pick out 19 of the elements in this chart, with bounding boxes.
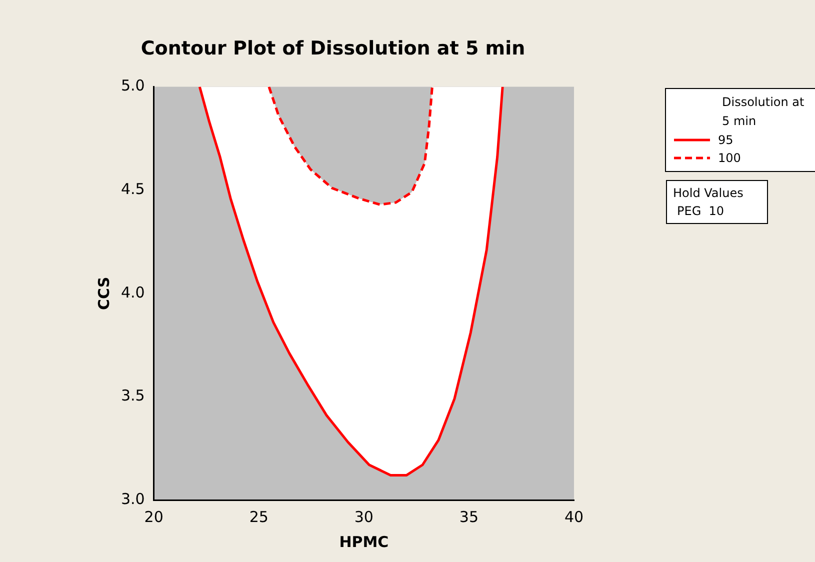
text: PEG 10 [676,203,726,220]
y-tick-label: 4.0 [120,283,145,302]
legend-label: 95 [718,133,734,147]
chart-title: Contour Plot of Dissolution at 5 min [140,37,526,60]
x-tick-label: 40 [564,508,584,526]
y-tick-label: 4.5 [120,180,145,198]
y-tick-label: 5.0 [120,76,145,95]
x-tick-label: 30 [354,508,374,526]
y-tick-label: 3.5 [120,386,145,405]
line-series [268,86,434,206]
legend-label: 100 [718,151,741,165]
text: Hold Values [672,185,744,202]
x-tick-label: 25 [249,508,268,526]
x-tick-label: 35 [459,508,479,526]
x-axis-title: HPMC [339,532,389,551]
legend-title: Dissolution at 5 min [721,94,806,130]
y-axis-title: CCS [94,276,113,310]
x-tick-label: 20 [144,508,164,526]
y-tick-label: 3.0 [120,490,145,508]
